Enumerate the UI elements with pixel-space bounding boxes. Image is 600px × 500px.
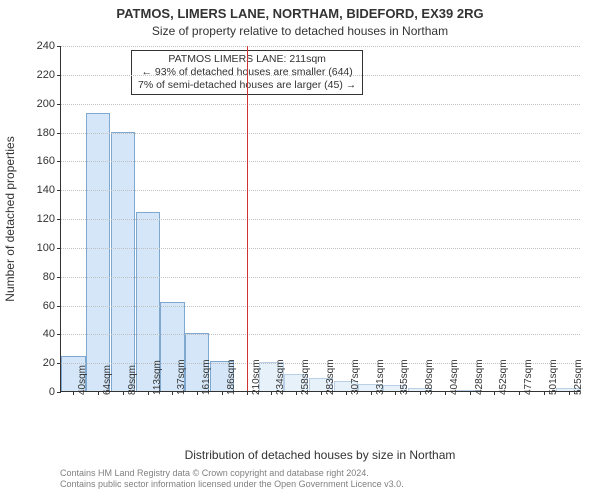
x-tick-label: 137sqm (176, 359, 187, 395)
footer-line-2: Contains public sector information licen… (60, 479, 580, 490)
x-tick-mark (271, 391, 272, 395)
x-tick-mark (296, 391, 297, 395)
x-axis-label: Distribution of detached houses by size … (60, 448, 580, 462)
y-tick-label: 120 (37, 213, 55, 225)
x-tick-mark (123, 391, 124, 395)
x-tick-label: 234sqm (275, 359, 286, 395)
x-tick-label: 161sqm (201, 359, 212, 395)
y-gridline (61, 161, 580, 162)
x-tick-mark (73, 391, 74, 395)
y-tick-mark (57, 219, 61, 220)
chart-footer: Contains HM Land Registry data © Crown c… (60, 468, 580, 491)
y-gridline (61, 75, 580, 76)
x-tick-mark (222, 391, 223, 395)
reference-line (247, 46, 248, 391)
y-tick-label: 240 (37, 40, 55, 52)
y-tick-mark (57, 190, 61, 191)
y-tick-label: 80 (43, 271, 55, 283)
y-gridline (61, 133, 580, 134)
y-gridline (61, 334, 580, 335)
x-tick-mark (321, 391, 322, 395)
y-tick-label: 180 (37, 127, 55, 139)
x-tick-label: 380sqm (424, 359, 435, 395)
y-gridline (61, 248, 580, 249)
y-tick-mark (57, 334, 61, 335)
x-tick-label: 307sqm (350, 359, 361, 395)
x-tick-label: 113sqm (152, 360, 163, 395)
x-tick-label: 428sqm (474, 359, 485, 395)
y-tick-mark (57, 133, 61, 134)
y-tick-mark (57, 363, 61, 364)
x-tick-mark (172, 391, 173, 395)
x-tick-label: 525sqm (573, 359, 584, 395)
chart-title-sub: Size of property relative to detached ho… (0, 24, 600, 38)
footer-line-1: Contains HM Land Registry data © Crown c… (60, 468, 580, 479)
x-tick-mark (470, 391, 471, 395)
x-tick-label: 404sqm (449, 359, 460, 395)
y-gridline (61, 219, 580, 220)
x-tick-mark (544, 391, 545, 395)
y-tick-label: 60 (43, 300, 55, 312)
x-tick-label: 40sqm (77, 365, 88, 395)
y-gridline (61, 277, 580, 278)
x-tick-label: 283sqm (325, 359, 336, 395)
histogram-bar (111, 132, 135, 392)
x-tick-mark (197, 391, 198, 395)
y-tick-label: 160 (37, 155, 55, 167)
x-tick-mark (247, 391, 248, 395)
y-tick-mark (57, 392, 61, 393)
x-tick-label: 452sqm (498, 359, 509, 395)
y-tick-mark (57, 161, 61, 162)
x-tick-label: 210sqm (251, 359, 262, 395)
x-tick-label: 186sqm (226, 359, 237, 395)
y-tick-mark (57, 306, 61, 307)
y-tick-label: 220 (37, 69, 55, 81)
y-tick-mark (57, 104, 61, 105)
x-tick-mark (98, 391, 99, 395)
x-tick-label: 501sqm (548, 359, 559, 395)
y-tick-label: 100 (37, 242, 55, 254)
chart-title-main: PATMOS, LIMERS LANE, NORTHAM, BIDEFORD, … (0, 6, 600, 21)
x-tick-label: 258sqm (300, 359, 311, 395)
y-tick-mark (57, 75, 61, 76)
y-tick-label: 0 (49, 386, 55, 398)
x-tick-label: 331sqm (375, 359, 386, 395)
y-tick-label: 140 (37, 184, 55, 196)
plot-area: PATMOS LIMERS LANE: 211sqm← 93% of detac… (60, 46, 580, 392)
x-tick-mark (445, 391, 446, 395)
x-tick-label: 355sqm (399, 359, 410, 395)
y-tick-label: 200 (37, 98, 55, 110)
x-tick-mark (494, 391, 495, 395)
x-tick-mark (395, 391, 396, 395)
y-gridline (61, 104, 580, 105)
x-tick-mark (148, 391, 149, 395)
x-tick-mark (519, 391, 520, 395)
y-axis-label: Number of detached properties (3, 136, 17, 301)
y-gridline (61, 306, 580, 307)
y-gridline (61, 190, 580, 191)
x-tick-mark (346, 391, 347, 395)
y-tick-mark (57, 248, 61, 249)
y-gridline (61, 46, 580, 47)
x-tick-mark (420, 391, 421, 395)
x-tick-mark (569, 391, 570, 395)
x-tick-mark (371, 391, 372, 395)
x-tick-label: 64sqm (102, 365, 113, 395)
histogram-bar (86, 113, 110, 391)
x-tick-label: 89sqm (127, 365, 138, 395)
y-tick-mark (57, 46, 61, 47)
y-tick-mark (57, 277, 61, 278)
chart-container: PATMOS, LIMERS LANE, NORTHAM, BIDEFORD, … (0, 0, 600, 500)
y-tick-label: 20 (43, 357, 55, 369)
y-tick-label: 40 (43, 328, 55, 340)
x-tick-label: 477sqm (523, 359, 534, 395)
